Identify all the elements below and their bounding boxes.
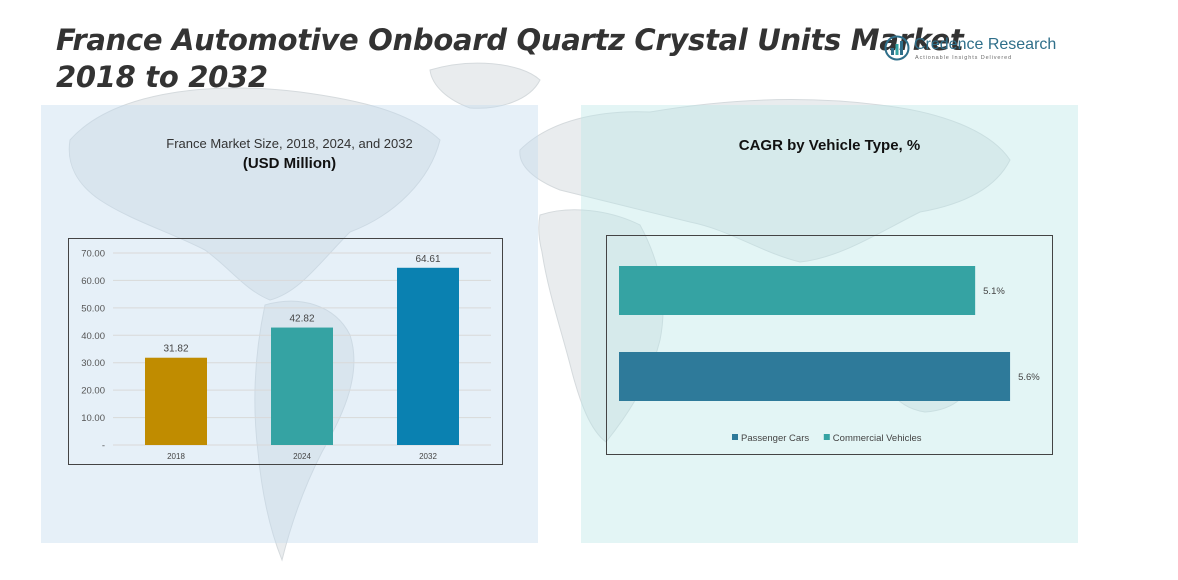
x-tick-label: 2018 bbox=[167, 452, 185, 461]
y-tick-label: - bbox=[102, 441, 105, 452]
hbar-commercial-vehicles bbox=[619, 266, 976, 315]
market-size-chart-frame: - 10.00 20.00 30.00 40.00 50.00 60.00 70.00 31.8… bbox=[68, 238, 503, 465]
bar-value-label: 31.82 bbox=[163, 344, 188, 355]
bar-2024 bbox=[271, 327, 333, 445]
bar-2018 bbox=[145, 357, 207, 445]
hbar-value-label: 5.6% bbox=[1018, 372, 1040, 383]
legend-swatch bbox=[732, 434, 738, 440]
bar-2032 bbox=[397, 267, 459, 445]
cagr-bar-chart: 5.1% 5.6% Passenger Cars Commercial Vehicle… bbox=[619, 266, 1040, 444]
bar-value-label: 42.82 bbox=[289, 314, 314, 325]
brand-name: Credence Research bbox=[914, 36, 1057, 53]
hbar-passenger-cars bbox=[619, 352, 1011, 401]
title-line-2: 2018 to 2032 bbox=[56, 60, 268, 94]
bar-value-label: 64.61 bbox=[415, 254, 440, 265]
cagr-panel: 5.1% 5.6% Passenger Cars Commercial Vehicle… bbox=[581, 105, 1078, 543]
brand-tagline: Actionable Insights Delivered bbox=[915, 55, 1013, 61]
y-tick-label: 40.00 bbox=[81, 331, 105, 342]
legend-entry-label: Passenger Cars bbox=[741, 433, 809, 444]
x-tick-label: 2032 bbox=[419, 452, 437, 461]
market-size-chart-subtitle: France Market Size, 2018, 2024, and 2032 bbox=[166, 136, 413, 151]
y-tick-label: 60.00 bbox=[81, 276, 105, 287]
title-line-1: France Automotive Onboard Quartz Crystal… bbox=[56, 23, 964, 57]
cagr-chart-frame: 5.1% 5.6% Passenger Cars Commercial Vehicle… bbox=[606, 235, 1053, 455]
y-tick-label: 20.00 bbox=[81, 386, 105, 397]
hbar-value-label: 5.1% bbox=[983, 286, 1005, 297]
y-tick-label: 10.00 bbox=[81, 413, 105, 424]
legend-entry-label: Commercial Vehicles bbox=[833, 433, 922, 444]
x-tick-label: 2024 bbox=[293, 452, 311, 461]
cagr-chart-title: CAGR by Vehicle Type, % bbox=[738, 137, 921, 154]
y-tick-label: 70.00 bbox=[81, 249, 105, 260]
y-tick-label: 50.00 bbox=[81, 303, 105, 314]
market-size-unit-label: (USD Million) bbox=[242, 155, 337, 172]
legend-swatch bbox=[823, 434, 830, 440]
y-tick-label: 30.00 bbox=[81, 358, 105, 369]
page-title: France Automotive Onboard Quartz Crystal… bbox=[56, 22, 964, 96]
market-size-panel: France Market Size, 2018, 2024, and 2032… bbox=[41, 105, 538, 543]
bar-chart-circle-icon bbox=[884, 35, 910, 61]
market-size-bar-chart: - 10.00 20.00 30.00 40.00 50.00 60.00 70.00 31.8… bbox=[81, 249, 491, 461]
